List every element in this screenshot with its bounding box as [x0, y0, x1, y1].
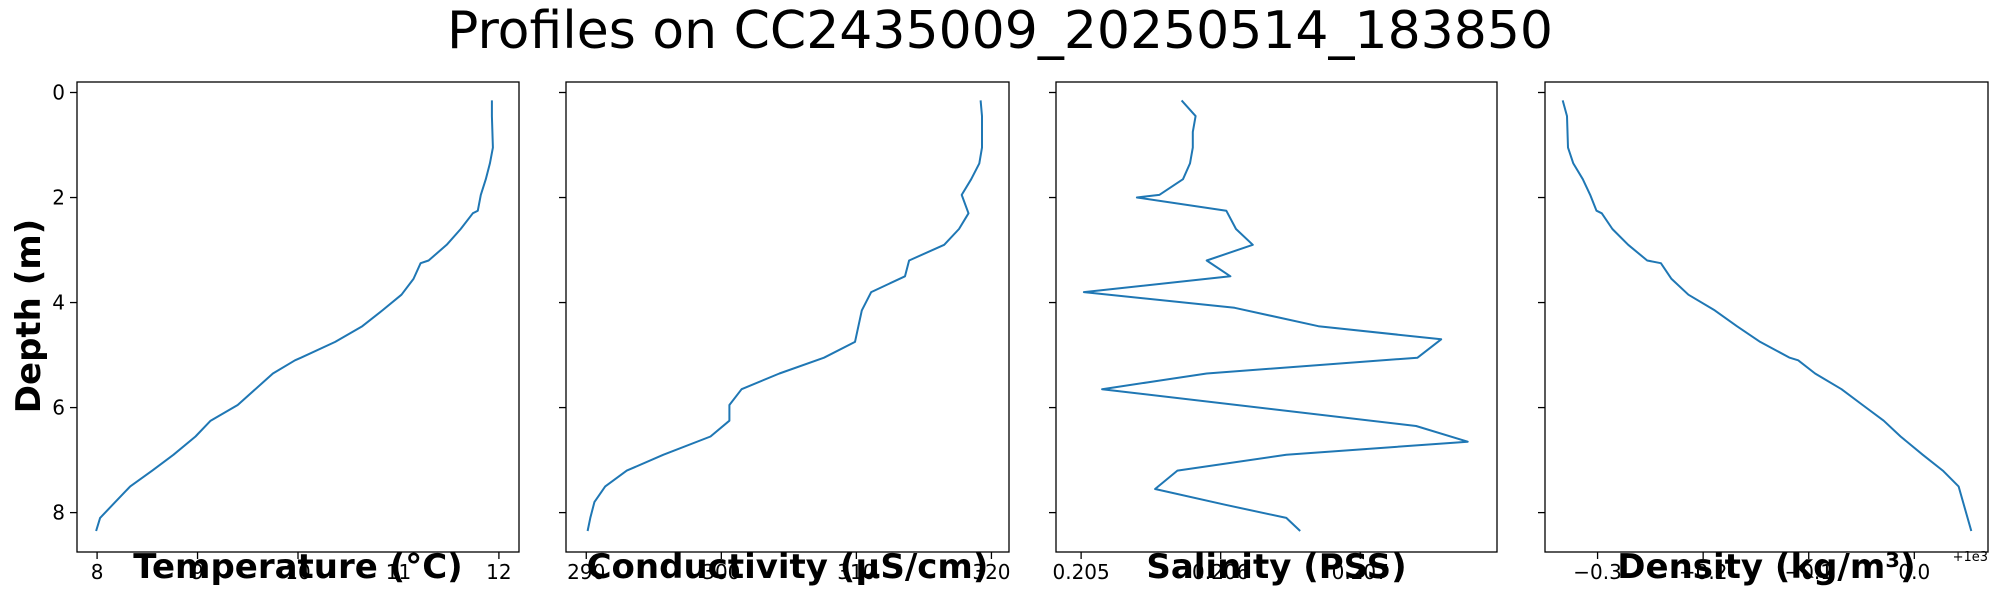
figure-title: Profiles on CC2435009_20250514_183850 [447, 1, 1553, 61]
depth-axis-label: Depth (m) [9, 219, 49, 413]
profile-line-2 [586, 100, 983, 532]
panel-frame [565, 81, 1010, 553]
x-tick-label: 320 [972, 560, 1010, 584]
panel-frame [1544, 81, 1989, 553]
panel-1: 8 9 10 11 12 0 2 4 6 8 Temperature (°C) [52, 81, 520, 587]
profile-line-1 [95, 100, 494, 532]
y-tick-label: 6 [52, 396, 65, 420]
profile-panels: 8 9 10 11 12 0 2 4 6 8 Temperature (°C) 290 300 310 32… [52, 81, 1989, 587]
x-tick-label: −0.3 [1573, 560, 1622, 584]
profile-line-3 [1082, 99, 1469, 532]
x-axis-label: Conductivity (μS/cm) [587, 547, 989, 587]
y-tick-label: 2 [52, 186, 65, 210]
x-tick-label: 8 [91, 560, 104, 584]
y-tick-label: 0 [52, 81, 65, 105]
x-tick-label: 12 [486, 560, 511, 584]
panel-frame [1055, 81, 1498, 553]
x-axis-label: Salinity (PSS) [1146, 547, 1406, 587]
x-tick-label: −0.2 [1679, 560, 1728, 584]
x-tick-label: 290 [567, 560, 605, 584]
x-tick-label: 9 [191, 560, 204, 584]
x-tick-label: 310 [837, 560, 875, 584]
x-tick-label: 0.206 [1192, 560, 1249, 584]
panel-frame [76, 81, 520, 553]
x-tick-label: 0.205 [1052, 560, 1109, 584]
x-axis-label: Density (kg/m³) [1617, 547, 1915, 587]
x-tick-label: 0.0 [1898, 560, 1930, 584]
x-axis-label: Temperature (°C) [133, 547, 462, 587]
x-offset-label: +1e3 [1953, 550, 1988, 565]
x-tick-label: 10 [285, 560, 310, 584]
x-tick-label: −0.1 [1784, 560, 1833, 584]
x-tick-label: 300 [702, 560, 740, 584]
y-tick-label: 4 [52, 291, 65, 315]
profile-line-4 [1561, 100, 1973, 532]
x-tick-label: 11 [386, 560, 411, 584]
y-tick-label: 8 [52, 501, 65, 525]
x-tick-label: 0.207 [1332, 560, 1389, 584]
